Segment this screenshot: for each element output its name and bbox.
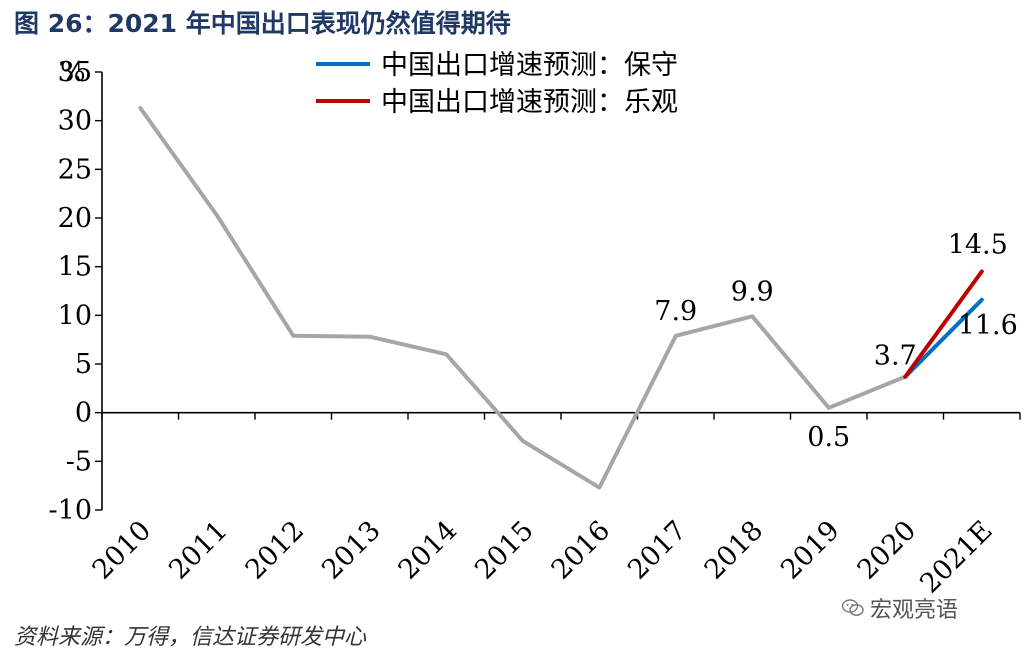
y-unit-label: % bbox=[60, 57, 86, 88]
x-tick-label: 2020 bbox=[852, 515, 923, 586]
x-tick-label: 2016 bbox=[546, 515, 617, 586]
y-tick-label: 5 bbox=[75, 349, 92, 380]
x-tick-label: 2015 bbox=[469, 515, 540, 586]
watermark: 宏观亮语 bbox=[841, 592, 959, 624]
y-tick-label: 35 bbox=[58, 57, 92, 88]
data-label: 7.9 bbox=[654, 296, 697, 327]
data-label: 0.5 bbox=[807, 422, 850, 453]
x-tick-label: 2014 bbox=[393, 515, 464, 586]
series-line-0 bbox=[138, 106, 908, 490]
series-line-1 bbox=[903, 297, 984, 379]
data-label: 9.9 bbox=[731, 276, 774, 307]
data-label: 14.5 bbox=[948, 230, 1008, 261]
y-tick-label: 20 bbox=[58, 203, 92, 234]
y-tick-label: 0 bbox=[75, 398, 92, 429]
x-tick-label: 2018 bbox=[699, 515, 770, 586]
source-note: 资料来源：万得，信达证券研发中心 bbox=[14, 625, 367, 650]
x-tick-label: 2010 bbox=[87, 515, 158, 586]
legend-label: 中国出口增速预测：保守 bbox=[381, 50, 678, 81]
x-tick-label: 2019 bbox=[775, 515, 846, 586]
legend-label: 中国出口增速预测：乐观 bbox=[381, 87, 678, 118]
y-tick-label: 25 bbox=[58, 154, 92, 185]
y-tick-label: -10 bbox=[49, 495, 92, 526]
wechat-icon bbox=[841, 598, 864, 623]
y-tick-label: -5 bbox=[66, 446, 92, 477]
x-tick-label: 2021E bbox=[914, 515, 998, 599]
x-tick-label: 2013 bbox=[316, 515, 387, 586]
series-line-2 bbox=[903, 269, 984, 379]
x-tick-label: 2017 bbox=[622, 515, 693, 586]
data-label: 3.7 bbox=[874, 341, 917, 372]
x-tick-label: 2011 bbox=[163, 515, 234, 586]
watermark-text: 宏观亮语 bbox=[870, 598, 959, 623]
y-tick-label: 10 bbox=[58, 300, 92, 331]
y-tick-label: 30 bbox=[58, 106, 92, 137]
data-label: 11.6 bbox=[958, 310, 1018, 341]
figure-title: 图 26：2021 年中国出口表现仍然值得期待 bbox=[14, 9, 511, 38]
x-tick-label: 2012 bbox=[240, 515, 311, 586]
y-tick-label: 15 bbox=[58, 252, 92, 283]
